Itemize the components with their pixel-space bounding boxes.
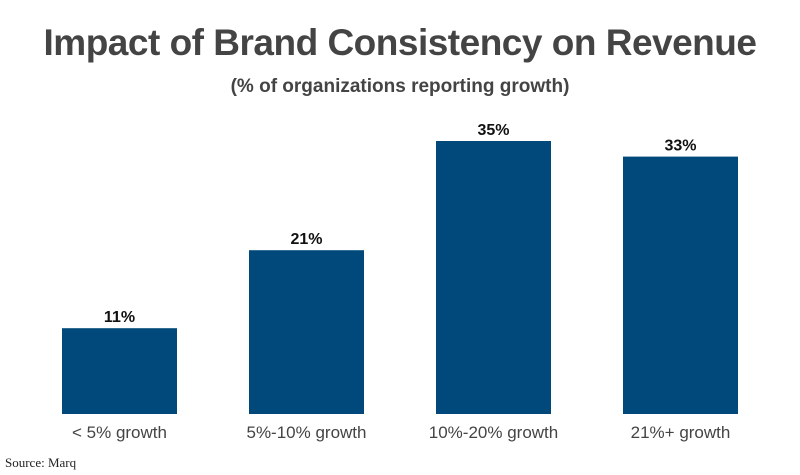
category-label: 5%-10% growth	[246, 423, 366, 442]
bar	[436, 141, 551, 414]
data-label: 11%	[104, 309, 135, 326]
chart-subtitle: (% of organizations reporting growth)	[230, 76, 570, 97]
chart-title: Impact of Brand Consistency on Revenue	[43, 22, 757, 63]
bar	[249, 250, 364, 414]
data-label: 21%	[290, 231, 322, 248]
bar	[62, 328, 177, 414]
data-label: 33%	[664, 138, 696, 155]
category-label: < 5% growth	[72, 423, 167, 442]
category-label: 21%+ growth	[631, 423, 731, 442]
data-label: 35%	[477, 122, 509, 139]
source-note: Source: Marq	[5, 455, 77, 470]
category-label: 10%-20% growth	[429, 423, 558, 442]
bar	[623, 156, 738, 414]
